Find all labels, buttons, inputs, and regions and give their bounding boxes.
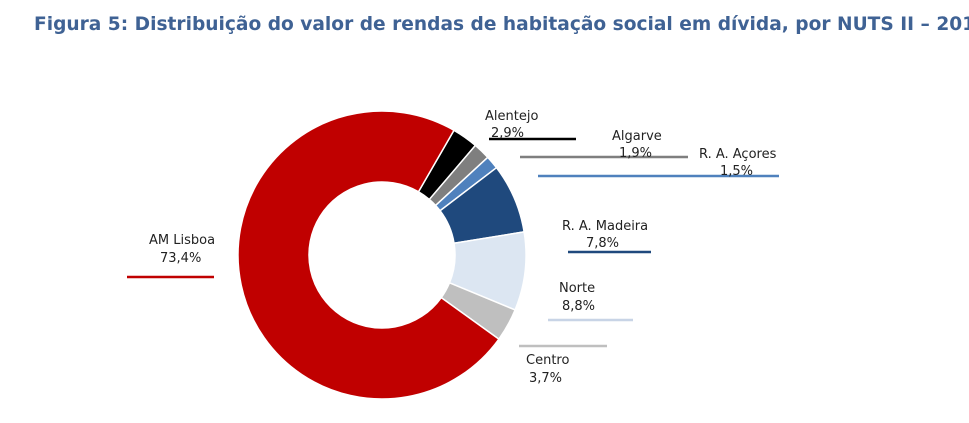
- slice-labels: Alentejo 2,9% Algarve 1,9% R. A. Açores 1,5% R…: [149, 109, 777, 386]
- label-name-norte: Norte: [559, 281, 595, 296]
- label-name-r-a-madeira: R. A. Madeira: [562, 219, 648, 234]
- label-name-r-a-acores: R. A. Açores: [699, 147, 777, 162]
- label-name-centro: Centro: [526, 353, 569, 368]
- leader-lines: [127, 137, 779, 348]
- label-value-algarve: 1,9%: [619, 146, 652, 161]
- label-value-centro: 3,7%: [529, 371, 562, 386]
- label-name-am-lisboa: AM Lisboa: [149, 233, 215, 248]
- label-value-am-lisboa: 73,4%: [160, 251, 201, 266]
- label-name-alentejo: Alentejo: [485, 109, 538, 124]
- label-name-algarve: Algarve: [612, 129, 662, 144]
- donut-slices: [237, 110, 527, 400]
- slice-am-lisboa: [237, 110, 500, 400]
- label-value-r-a-acores: 1,5%: [720, 164, 753, 179]
- label-value-norte: 8,8%: [562, 299, 595, 314]
- figure-title: Figura 5: Distribuição do valor de renda…: [34, 14, 969, 35]
- label-value-r-a-madeira: 7,8%: [586, 236, 619, 251]
- label-value-alentejo: 2,9%: [491, 126, 524, 141]
